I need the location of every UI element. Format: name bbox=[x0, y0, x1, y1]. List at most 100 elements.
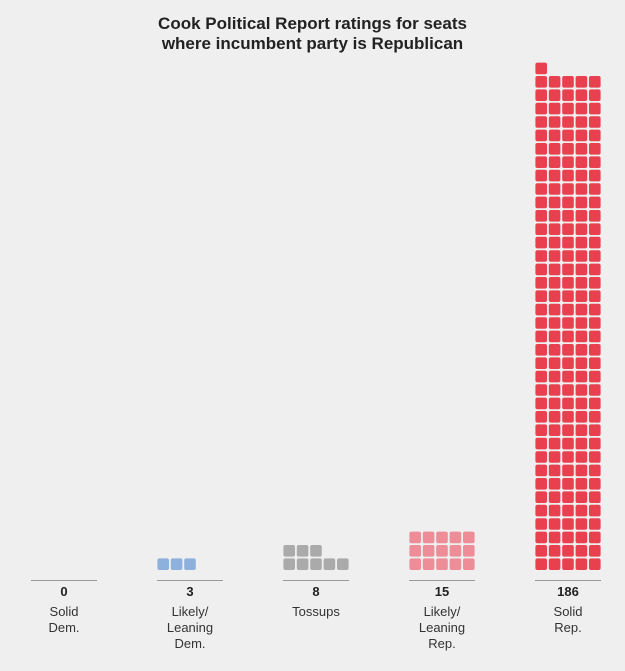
seat-square bbox=[575, 397, 588, 410]
seat-square bbox=[562, 344, 574, 356]
seat-square bbox=[562, 518, 574, 530]
seat-square bbox=[535, 397, 547, 410]
count-label-cat-1: 0 bbox=[60, 584, 67, 599]
seat-square bbox=[562, 76, 574, 88]
seat-square bbox=[548, 384, 561, 396]
seat-square bbox=[575, 451, 588, 463]
seat-square bbox=[310, 545, 322, 557]
seat-square bbox=[548, 102, 561, 115]
seat-square bbox=[589, 491, 601, 503]
seat-square bbox=[575, 357, 588, 369]
seat-square bbox=[589, 102, 601, 115]
seat-square bbox=[575, 344, 588, 356]
seat-square bbox=[575, 518, 588, 530]
seat-square bbox=[535, 169, 547, 182]
seat-square bbox=[575, 156, 588, 168]
seat-square bbox=[548, 491, 561, 503]
seat-square bbox=[575, 183, 588, 195]
seat-square bbox=[589, 545, 601, 557]
seat-square bbox=[589, 156, 601, 168]
seat-square bbox=[575, 384, 588, 396]
seat-square bbox=[535, 89, 547, 101]
seat-square bbox=[589, 169, 601, 182]
seat-square bbox=[575, 558, 588, 570]
seat-square bbox=[575, 102, 588, 115]
seat-square bbox=[323, 558, 336, 570]
seat-square bbox=[535, 357, 547, 369]
seat-square bbox=[575, 411, 588, 423]
seat-square bbox=[548, 330, 561, 343]
seat-square bbox=[548, 437, 561, 450]
seat-square bbox=[562, 357, 574, 369]
seat-square bbox=[535, 290, 547, 302]
seat-square bbox=[575, 478, 588, 490]
seat-square bbox=[535, 504, 547, 517]
seat-square bbox=[535, 223, 547, 235]
seat-square bbox=[562, 303, 574, 316]
seat-square bbox=[562, 504, 574, 517]
seat-square bbox=[589, 250, 601, 262]
seat-square bbox=[562, 531, 574, 544]
seat-square bbox=[436, 558, 448, 570]
seat-square bbox=[562, 102, 574, 115]
seat-square bbox=[535, 156, 547, 168]
category-label-cat-2: Dem. bbox=[174, 636, 205, 651]
category-label-cat-1: Dem. bbox=[48, 620, 79, 635]
seat-square bbox=[589, 504, 601, 517]
seat-square bbox=[589, 89, 601, 101]
seat-square bbox=[575, 236, 588, 249]
seat-square bbox=[548, 169, 561, 182]
seat-square bbox=[548, 277, 561, 289]
seat-square bbox=[562, 129, 574, 142]
seat-square bbox=[548, 424, 561, 436]
seat-square bbox=[337, 558, 349, 570]
seat-square bbox=[463, 545, 475, 557]
seat-square bbox=[589, 437, 601, 450]
seat-square bbox=[575, 129, 588, 142]
seat-square bbox=[422, 531, 435, 544]
category-label-cat-3: Tossups bbox=[292, 604, 340, 619]
seat-square bbox=[575, 370, 588, 383]
seat-square bbox=[548, 451, 561, 463]
seat-square bbox=[548, 397, 561, 410]
seat-square bbox=[535, 263, 547, 276]
seat-square bbox=[562, 317, 574, 329]
seat-square bbox=[562, 558, 574, 570]
seat-square bbox=[562, 210, 574, 222]
seat-square bbox=[548, 344, 561, 356]
seat-square bbox=[283, 545, 295, 557]
seat-square bbox=[589, 236, 601, 249]
seat-square bbox=[589, 357, 601, 369]
count-label-cat-2: 3 bbox=[186, 584, 193, 599]
seat-square bbox=[548, 236, 561, 249]
seat-square bbox=[575, 491, 588, 503]
seat-square bbox=[548, 317, 561, 329]
seat-square bbox=[575, 263, 588, 276]
seat-square bbox=[548, 156, 561, 168]
seat-square bbox=[575, 303, 588, 316]
seat-square bbox=[575, 317, 588, 329]
category-label-cat-1: Solid bbox=[50, 604, 79, 619]
seat-square bbox=[449, 558, 462, 570]
seat-square bbox=[310, 558, 322, 570]
seat-square bbox=[296, 545, 309, 557]
category-label-cat-2: Leaning bbox=[167, 620, 213, 635]
chart-title-line-2: where incumbent party is Republican bbox=[161, 34, 464, 53]
seat-square bbox=[535, 558, 547, 570]
seat-square bbox=[562, 437, 574, 450]
seat-square bbox=[548, 116, 561, 128]
seat-square bbox=[535, 277, 547, 289]
seat-square bbox=[548, 370, 561, 383]
category-label-cat-2: Likely/ bbox=[172, 604, 209, 619]
seat-square bbox=[535, 370, 547, 383]
seat-square bbox=[589, 411, 601, 423]
seat-square bbox=[589, 397, 601, 410]
seat-square bbox=[548, 250, 561, 262]
seat-square bbox=[589, 196, 601, 209]
seat-square bbox=[575, 143, 588, 155]
chart-title: Cook Political Report ratings for seats … bbox=[0, 14, 625, 54]
seat-square bbox=[562, 330, 574, 343]
